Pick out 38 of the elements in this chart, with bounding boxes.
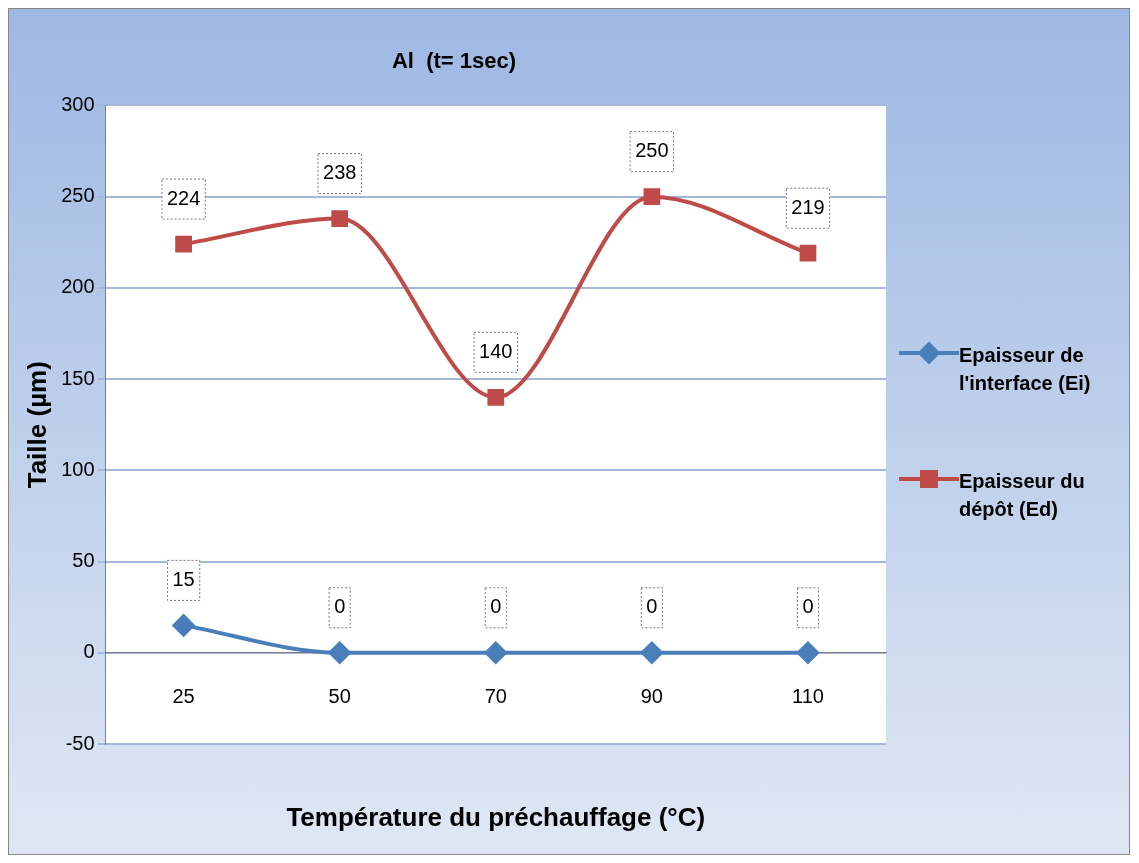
data-label: 140	[479, 339, 513, 362]
data-label: 250	[635, 139, 669, 162]
data-label: 0	[646, 595, 658, 618]
point	[484, 641, 507, 664]
y-tick-label: 250	[61, 184, 95, 207]
y-tick-label: 100	[61, 457, 95, 480]
data-label: 219	[791, 195, 825, 218]
point	[643, 188, 661, 205]
x-tick-label: 50	[328, 685, 351, 708]
data-label: 0	[490, 595, 502, 618]
data-label: 0	[802, 595, 814, 618]
legend-label: Epaisseur de l'interface (Ei)	[959, 342, 1092, 396]
point	[487, 388, 505, 406]
data-label: 15	[172, 567, 195, 590]
data-label: 238	[323, 161, 357, 184]
point	[175, 235, 192, 253]
chart-title: Al (t= 1sec)	[391, 48, 517, 74]
x-tick-label: 110	[792, 685, 824, 708]
y-axis-title: Taille (µm)	[21, 361, 52, 489]
x-tick-label: 25	[172, 685, 195, 708]
legend-label: Epaisseur du dépôt (Ed)	[959, 468, 1086, 522]
y-tick-label: 200	[61, 275, 95, 298]
point	[331, 210, 349, 227]
point	[796, 641, 819, 664]
point	[328, 641, 351, 664]
x-tick-label: 70	[484, 685, 507, 708]
point	[799, 244, 817, 262]
y-tick-label: 150	[61, 366, 95, 389]
y-tick-label: 0	[83, 640, 95, 663]
data-label: 0	[334, 595, 346, 618]
point	[640, 641, 663, 664]
y-tick-label: -50	[65, 731, 95, 754]
x-tick-label: 90	[640, 685, 663, 708]
y-tick-label: 50	[72, 549, 95, 572]
point	[172, 614, 195, 637]
x-axis-title: Température du préchauffage (°C)	[286, 802, 706, 833]
y-tick-label: 300	[61, 92, 95, 115]
data-label: 224	[166, 186, 201, 209]
